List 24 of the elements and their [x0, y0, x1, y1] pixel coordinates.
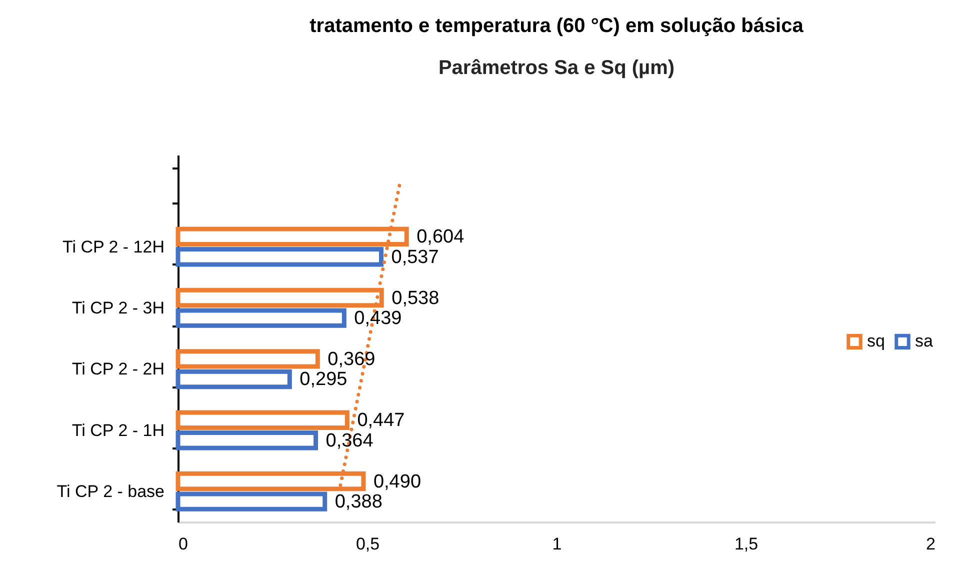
y-tick-label: Ti CP 2 - base: [56, 482, 164, 501]
legend-label: sq: [867, 332, 885, 351]
y-tick-label: Ti CP 2 - 3H: [72, 298, 164, 318]
data-label: 0,369: [328, 348, 376, 370]
legend-label: sa: [915, 332, 934, 351]
x-tick-label: 1,5: [734, 534, 758, 554]
data-label: 0,364: [326, 430, 374, 452]
x-tick-label: 1: [552, 534, 562, 554]
data-label: 0,538: [392, 288, 440, 309]
data-label: 0,537: [391, 246, 439, 268]
y-tick-label: Ti CP 2 - 1H: [72, 420, 164, 440]
data-label: 0,295: [300, 369, 348, 390]
chart-subtitle: Parâmetros Sa e Sq (µm): [438, 57, 675, 79]
data-label: 0,604: [416, 226, 465, 248]
chart-title: tratamento e temperatura (60 °C) em solução básica: [310, 15, 804, 37]
data-label: 0,388: [334, 492, 382, 513]
y-tick-label: Ti CP 2 - 2H: [72, 360, 164, 379]
x-tick-label: 2: [926, 534, 936, 554]
x-tick-label: 0: [178, 534, 188, 554]
data-label: 0,439: [354, 308, 402, 330]
x-tick-label: 0,5: [356, 534, 380, 554]
data-label: 0,447: [357, 410, 405, 432]
y-tick-label: Ti CP 2 - 12H: [62, 237, 164, 256]
data-label: 0,490: [373, 471, 422, 492]
